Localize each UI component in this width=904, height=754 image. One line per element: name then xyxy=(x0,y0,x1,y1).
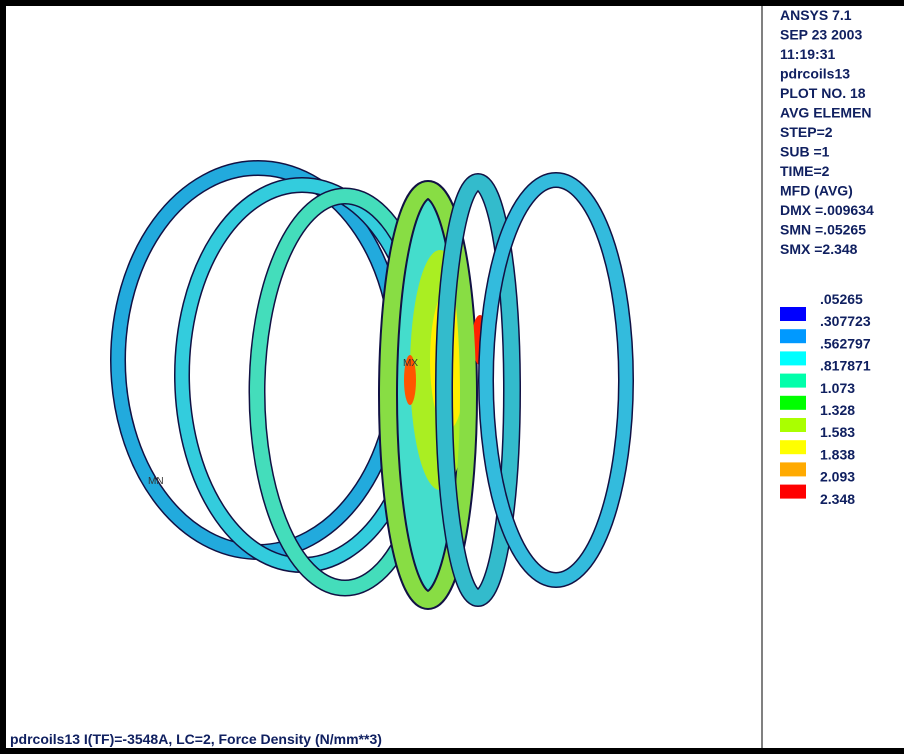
legend-swatch xyxy=(780,418,806,432)
ansys-window: 1 MX MN pdrcoils13 I(TF)=-3548A, LC=2, F… xyxy=(0,0,904,754)
legend-label: 2.348 xyxy=(820,491,855,507)
info-line: AVG ELEMEN xyxy=(780,105,872,121)
info-line: PLOT NO. 18 xyxy=(780,85,866,101)
legend-label: 2.093 xyxy=(820,469,855,485)
legend-swatch xyxy=(780,462,806,476)
info-line: SMN =.05265 xyxy=(780,222,866,238)
legend-swatch xyxy=(780,485,806,499)
legend-swatch xyxy=(780,396,806,410)
info-line: DMX =.009634 xyxy=(780,202,874,218)
max-marker: MX xyxy=(403,358,418,369)
legend-label: 1.073 xyxy=(820,380,855,396)
legend-label: 1.838 xyxy=(820,446,855,462)
legend-swatch xyxy=(780,329,806,343)
legend-swatch xyxy=(780,374,806,388)
legend-swatch xyxy=(780,440,806,454)
legend-label: 1.583 xyxy=(820,424,855,440)
info-line: TIME=2 xyxy=(780,163,830,179)
caption: pdrcoils13 I(TF)=-3548A, LC=2, Force Den… xyxy=(10,731,382,747)
legend-swatch xyxy=(780,307,806,321)
info-line: SUB =1 xyxy=(780,144,830,160)
legend-label: .307723 xyxy=(820,313,871,329)
info-line: STEP=2 xyxy=(780,124,833,140)
info-line: pdrcoils13 xyxy=(780,66,850,82)
info-line: 11:19:31 xyxy=(780,46,835,62)
info-line: SEP 23 2003 xyxy=(780,27,862,43)
legend-label: .05265 xyxy=(820,291,863,307)
info-line: MFD (AVG) xyxy=(780,183,853,199)
legend-label: 1.328 xyxy=(820,402,855,418)
page: 1 MX MN pdrcoils13 I(TF)=-3548A, LC=2, F… xyxy=(0,0,904,754)
min-marker: MN xyxy=(148,476,164,487)
legend-swatch xyxy=(780,351,806,365)
legend-label: .562797 xyxy=(820,335,871,351)
info-line: SMX =2.348 xyxy=(780,241,858,257)
legend-label: .817871 xyxy=(820,358,871,374)
window-number: 1 xyxy=(10,5,18,21)
info-line: ANSYS 7.1 xyxy=(780,7,852,23)
